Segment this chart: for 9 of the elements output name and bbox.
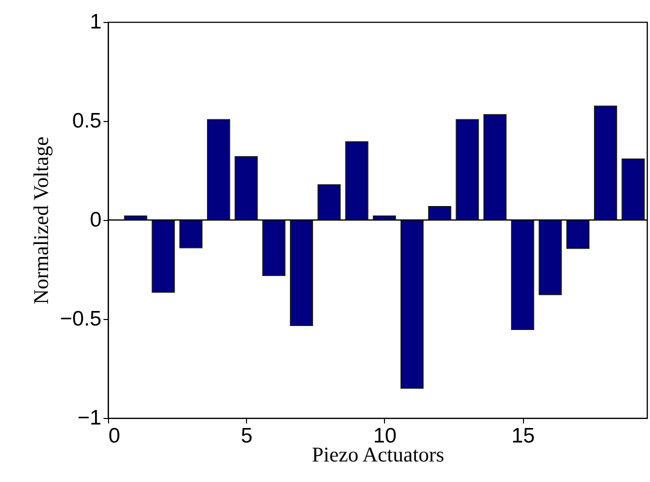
y-axis-title: Normalized Voltage xyxy=(29,136,54,304)
y-tick-label: −1 xyxy=(78,406,102,430)
x-tick-label: 5 xyxy=(240,424,253,448)
y-tick-label: 0.5 xyxy=(72,110,102,132)
y-tick-label: 1 xyxy=(90,10,102,34)
y-tick-label: 0 xyxy=(90,208,102,232)
x-tick-label: 0 xyxy=(108,424,120,448)
x-tick-label: 15 xyxy=(511,424,535,448)
y-tick-label: −0.5 xyxy=(60,308,102,330)
